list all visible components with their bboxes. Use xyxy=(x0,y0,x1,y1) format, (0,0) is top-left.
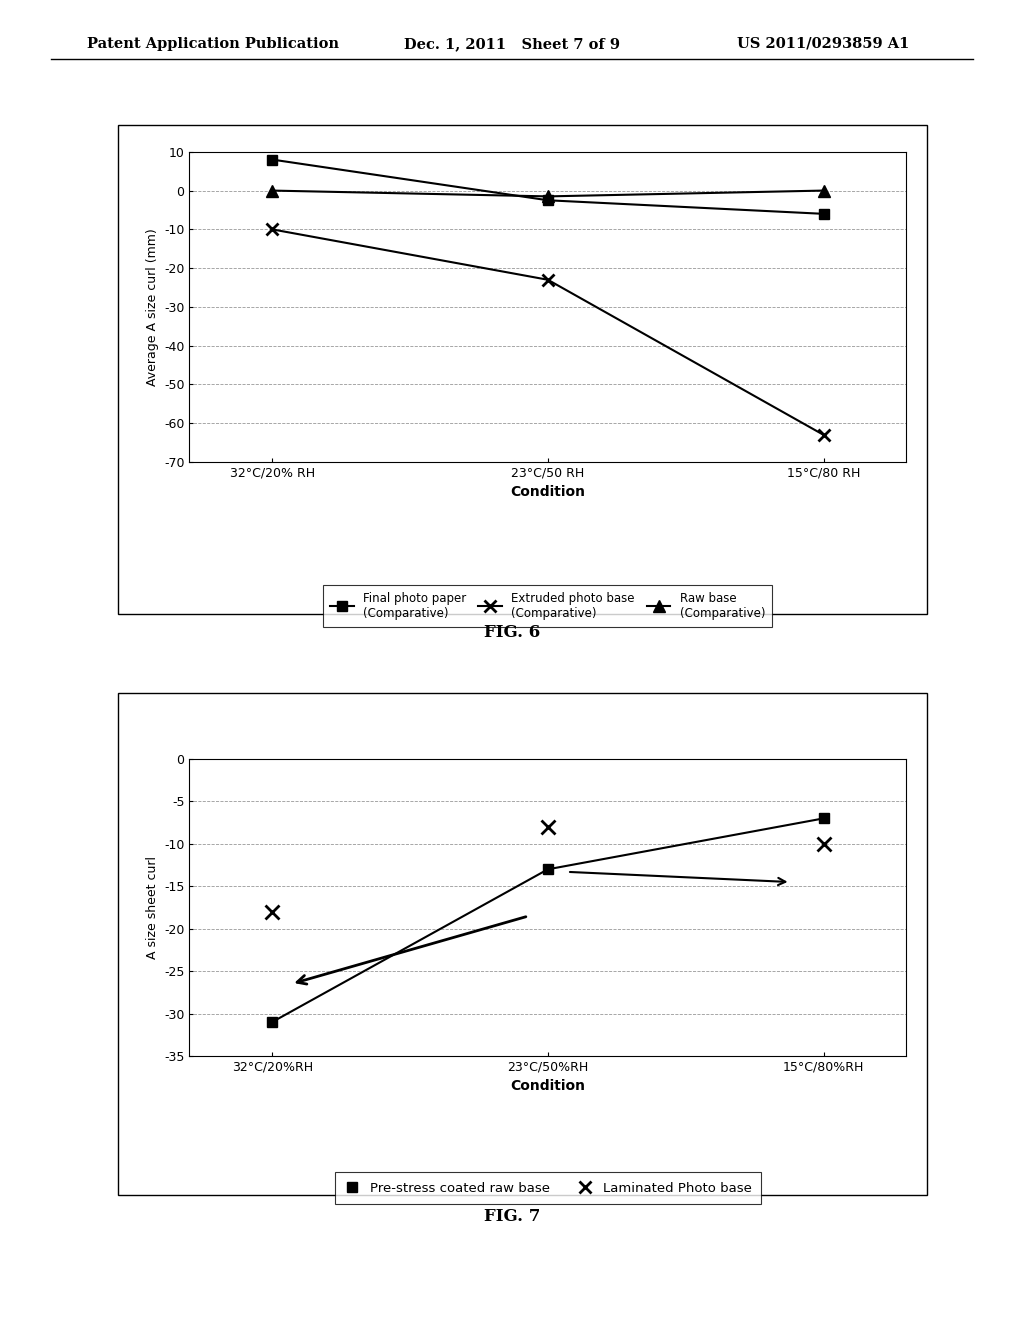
Text: FIG. 7: FIG. 7 xyxy=(483,1208,541,1225)
Text: Patent Application Publication: Patent Application Publication xyxy=(87,37,339,51)
Legend: Final photo paper
(Comparative), Extruded photo base
(Comparative), Raw base
(Co: Final photo paper (Comparative), Extrude… xyxy=(324,585,772,627)
Legend: Pre-stress coated raw base, Laminated Photo base: Pre-stress coated raw base, Laminated Ph… xyxy=(335,1172,761,1204)
X-axis label: Condition: Condition xyxy=(510,1080,586,1093)
Text: FIG. 6: FIG. 6 xyxy=(484,624,540,642)
Text: Dec. 1, 2011   Sheet 7 of 9: Dec. 1, 2011 Sheet 7 of 9 xyxy=(404,37,621,51)
Y-axis label: A size sheet curl: A size sheet curl xyxy=(145,855,159,960)
Y-axis label: Average A size curl (mm): Average A size curl (mm) xyxy=(145,228,159,385)
X-axis label: Condition: Condition xyxy=(510,486,586,499)
Text: US 2011/0293859 A1: US 2011/0293859 A1 xyxy=(737,37,909,51)
